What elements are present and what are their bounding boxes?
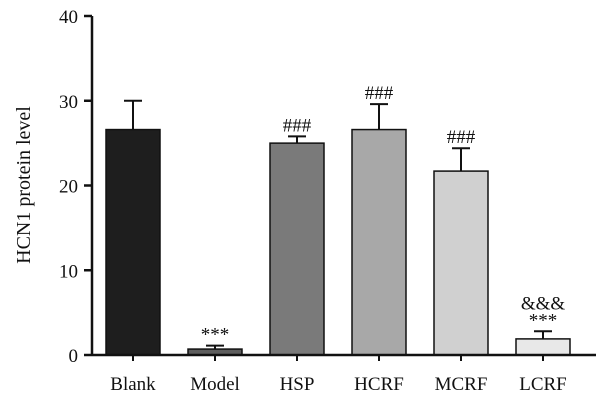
x-tick-label: MCRF: [435, 374, 488, 395]
bar-lcrf: [515, 338, 571, 356]
significance-label: ***: [529, 310, 558, 331]
y-tick-label: 30: [59, 92, 78, 113]
y-axis: 0 10 20 30 40: [59, 7, 94, 367]
significance-label: ###: [283, 115, 312, 136]
bar-mcrf: [433, 170, 489, 356]
significance-label: ###: [447, 127, 476, 148]
significance-label: &&&: [521, 293, 566, 314]
x-tick-label: Model: [190, 374, 240, 395]
y-tick-label: 0: [69, 346, 79, 367]
bars: ***#########***&&&: [105, 83, 571, 356]
x-tick-label: Blank: [110, 374, 156, 395]
significance-label: ###: [365, 83, 394, 104]
bar-hcrf: [351, 128, 407, 356]
y-tick-label: 40: [59, 7, 78, 28]
y-axis-title: HCN1 protein level: [13, 106, 35, 264]
y-tick-label: 20: [59, 177, 78, 198]
bar-blank: [105, 128, 161, 356]
x-tick-label: HCRF: [354, 374, 404, 395]
bar-hsp: [269, 142, 325, 356]
x-axis: Blank Model HSP HCRF MCRF LCRF: [92, 353, 596, 395]
x-tick-label: LCRF: [519, 374, 567, 395]
significance-label: ***: [201, 325, 230, 346]
x-tick-label: HSP: [280, 374, 315, 395]
y-tick-label: 10: [59, 261, 78, 282]
